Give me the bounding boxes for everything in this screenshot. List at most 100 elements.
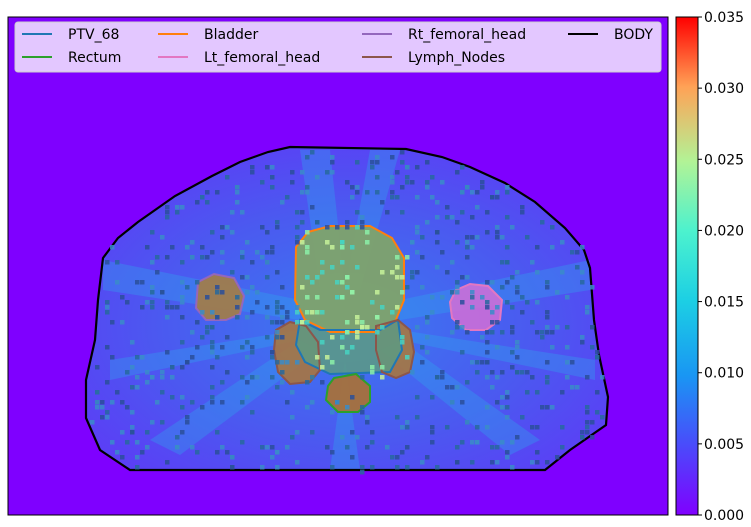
noise-pixel [380,270,385,275]
noise-pixel [340,260,345,265]
noise-pixel [210,395,215,400]
noise-pixel [90,420,95,425]
noise-pixel [345,225,350,230]
noise-pixel [400,150,405,155]
noise-pixel [180,300,185,305]
noise-pixel [585,425,590,430]
noise-pixel [400,425,405,430]
noise-pixel [575,265,580,270]
noise-pixel [490,370,495,375]
noise-pixel [265,260,270,265]
noise-pixel [270,375,275,380]
noise-pixel [540,220,545,225]
noise-pixel [490,460,495,465]
noise-pixel [330,360,335,365]
legend-label: Lymph_Nodes [408,50,505,66]
noise-pixel [270,165,275,170]
noise-pixel [580,270,585,275]
noise-pixel [205,190,210,195]
noise-pixel [300,190,305,195]
noise-pixel [305,185,310,190]
noise-pixel [565,295,570,300]
noise-pixel [215,290,220,295]
noise-pixel [455,445,460,450]
noise-pixel [105,345,110,350]
noise-pixel [355,210,360,215]
noise-pixel [450,290,455,295]
noise-pixel [390,180,395,185]
noise-pixel [310,280,315,285]
noise-pixel [175,305,180,310]
noise-pixel [210,350,215,355]
noise-pixel [495,460,500,465]
noise-pixel [475,425,480,430]
noise-pixel [535,330,540,335]
noise-pixel [510,275,515,280]
noise-pixel [370,365,375,370]
noise-pixel [275,300,280,305]
noise-pixel [420,285,425,290]
noise-pixel [180,340,185,345]
noise-pixel [275,220,280,225]
noise-pixel [345,445,350,450]
noise-pixel [205,330,210,335]
noise-pixel [290,415,295,420]
noise-pixel [350,185,355,190]
noise-pixel [220,225,225,230]
noise-pixel [410,240,415,245]
noise-pixel [300,210,305,215]
noise-pixel [145,370,150,375]
noise-pixel [295,225,300,230]
noise-pixel [380,200,385,205]
noise-pixel [105,380,110,385]
noise-pixel [275,305,280,310]
noise-pixel [435,230,440,235]
noise-pixel [395,465,400,470]
noise-pixel [300,220,305,225]
noise-pixel [430,295,435,300]
noise-pixel [565,325,570,330]
colorbar-tick-label: 0.000 [704,508,744,524]
colorbar-tick-label: 0.030 [704,81,744,97]
noise-pixel [375,190,380,195]
noise-pixel [160,390,165,395]
noise-pixel [505,405,510,410]
noise-pixel [100,415,105,420]
noise-pixel [505,280,510,285]
noise-pixel [560,390,565,395]
noise-pixel [500,330,505,335]
noise-pixel [580,245,585,250]
noise-pixel [210,230,215,235]
noise-pixel [535,300,540,305]
noise-pixel [210,365,215,370]
noise-pixel [500,370,505,375]
noise-pixel [275,225,280,230]
noise-pixel [490,330,495,335]
noise-pixel [150,305,155,310]
noise-pixel [485,425,490,430]
noise-pixel [530,460,535,465]
noise-pixel [570,250,575,255]
noise-pixel [105,310,110,315]
noise-pixel [200,255,205,260]
noise-pixel [415,230,420,235]
colorbar-tick-label: 0.015 [704,295,744,311]
noise-pixel [515,340,520,345]
noise-pixel [395,255,400,260]
noise-pixel [190,400,195,405]
noise-pixel [465,380,470,385]
noise-pixel [520,415,525,420]
legend-label: PTV_68 [68,27,119,43]
noise-pixel [510,225,515,230]
noise-pixel [375,175,380,180]
noise-pixel [400,160,405,165]
noise-pixel [230,210,235,215]
noise-pixel [190,445,195,450]
noise-pixel [505,190,510,195]
noise-pixel [180,260,185,265]
noise-pixel [365,420,370,425]
noise-pixel [400,275,405,280]
noise-pixel [305,405,310,410]
noise-pixel [510,330,515,335]
noise-pixel [265,315,270,320]
